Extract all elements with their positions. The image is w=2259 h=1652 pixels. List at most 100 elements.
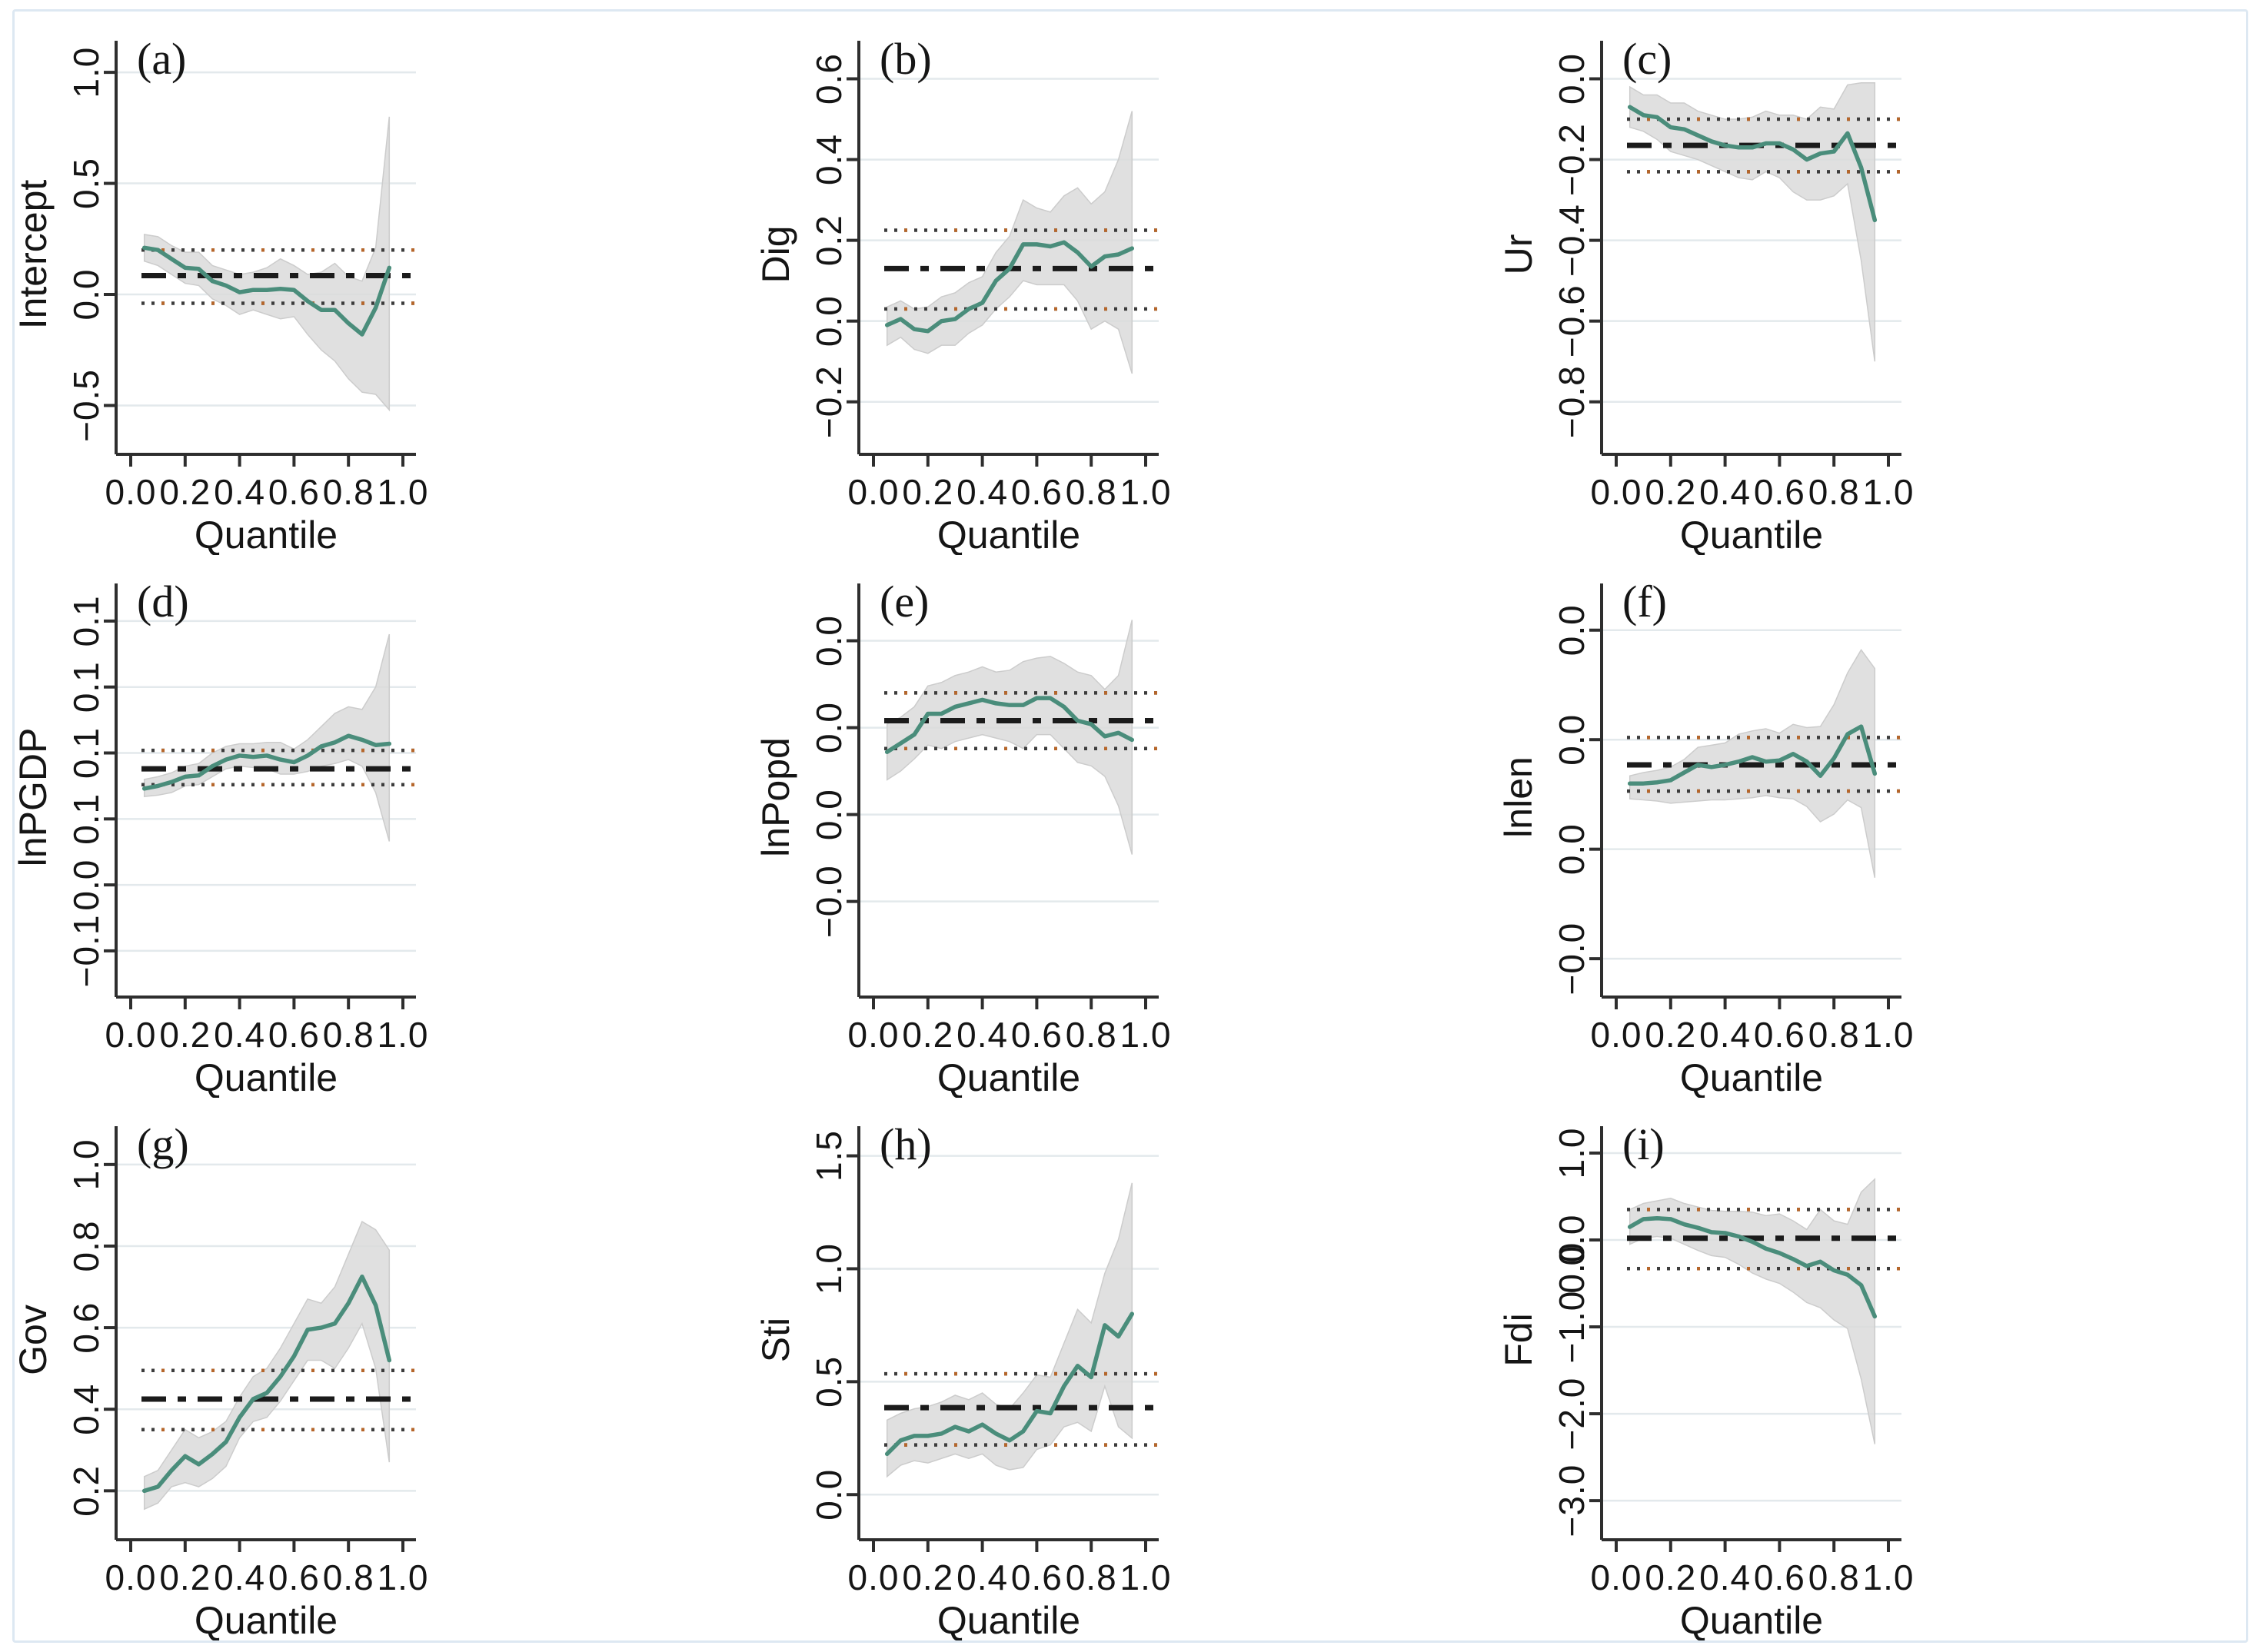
coefficient-plot-a: 1.00.50.0−0.50.0 0.2 0.4 0.6 0.8 1.0QuantileI… (12, 34, 429, 557)
x-tick-label: 0.6 (1754, 1557, 1805, 1597)
panel-letter-label: (h) (880, 1119, 932, 1169)
x-tick-label: 0.8 (1808, 472, 1860, 512)
x-tick-label: 0.6 (1754, 1015, 1805, 1055)
quantile-regression-figure: 1.0 0.5 0.0 −0.5 0.0 0.2 0.4 0.6 0.8 1.0 Quantile I… (12, 12, 2242, 1642)
x-tick-label: 0.6 (268, 1015, 320, 1055)
x-tick-label: 1.0 (378, 1557, 429, 1597)
x-tick-label: 0.2 (1645, 1015, 1696, 1055)
coefficient-plot-e: 0.00.00.0−0.00.0 0.2 0.4 0.6 0.8 1.0Quantilel… (754, 577, 1170, 1099)
y-tick-label: 1.5 (809, 1130, 849, 1182)
panel-sti: 1.5 1.0 0.5 0.0 0.0 0.2 0.4 0.6 0.8 1.0 Quantile St… (754, 1098, 1499, 1642)
y-tick-label: −0.2 (1552, 123, 1592, 196)
y-tick-label: 0.4 (809, 134, 849, 185)
coefficient-plot-f: 0.00.00.0−0.00.0 0.2 0.4 0.6 0.8 1.0Quantilel… (1497, 577, 1915, 1099)
y-tick-label: 0.0 (809, 702, 849, 753)
y-tick-label: −3.0 (1552, 1464, 1592, 1537)
x-tick-label: 0.2 (1645, 472, 1696, 512)
y-tick-label: −0.2 (809, 365, 849, 438)
panel-gov: 1.0 0.8 0.6 0.4 0.2 0.0 0.2 0.4 0.6 0.8 1.0 Quantil… (12, 1098, 757, 1642)
x-tick-label: 0.8 (323, 472, 374, 512)
y-tick-label: −2.0 (1552, 1378, 1592, 1451)
y-tick-label: 1.0 (66, 1138, 106, 1190)
y-axis-title: lnPGDP (14, 728, 55, 867)
confidence-band (886, 620, 1133, 855)
x-tick-label: 1.0 (1863, 1015, 1915, 1055)
y-tick-label: 0.0 (809, 615, 849, 666)
x-tick-label: 0.2 (902, 472, 953, 512)
y-tick-label: −0.6 (1552, 284, 1592, 357)
x-tick-label: 0.0 (1591, 1557, 1642, 1597)
x-tick-label: 0.8 (1808, 1015, 1860, 1055)
y-tick-label: 0.1 (66, 727, 106, 779)
x-tick-label: 0.4 (214, 1015, 265, 1055)
y-tick-label: 0.1 (66, 793, 106, 845)
y-tick-label: 0.8 (66, 1220, 106, 1271)
panel-ur: 0.0 −0.2 −0.4 −0.6 −0.8 0.0 0.2 0.4 0.6 0.8 1.0 Qua… (1497, 12, 2242, 557)
y-tick-label: 0.0 (809, 789, 849, 840)
y-tick-label: 0.0 (1552, 53, 1592, 105)
x-axis-title: Quantile (937, 1599, 1080, 1640)
quantile-coefficient-line (884, 1311, 1135, 1457)
y-tick-label: 0.6 (66, 1302, 106, 1354)
x-tick-label: 0.0 (1591, 472, 1642, 512)
confidence-band (1629, 82, 1876, 362)
x-tick-label: 0.2 (159, 1015, 211, 1055)
x-tick-label: 0.8 (1066, 1015, 1117, 1055)
x-tick-label: 0.2 (159, 472, 211, 512)
x-tick-label: 0.6 (1011, 472, 1063, 512)
y-tick-label: 0.4 (66, 1384, 106, 1435)
x-tick-label: 0.4 (956, 1557, 1008, 1597)
quantile-coefficient-line (1627, 724, 1878, 786)
x-tick-label: 0.0 (105, 472, 157, 512)
y-tick-label: −0.8 (1552, 365, 1592, 438)
y-tick-label: 1.0 (809, 1243, 849, 1295)
y-axis-title: lnPopd (757, 737, 797, 857)
quantile-coefficient-line (141, 1275, 392, 1494)
panel-letter-label: (f) (1622, 577, 1667, 627)
y-tick-label: 0.0 (1552, 1242, 1592, 1294)
x-tick-label: 0.6 (268, 472, 320, 512)
y-tick-label: 1.0 (66, 47, 106, 98)
confidence-band (886, 1182, 1133, 1478)
x-tick-label: 1.0 (1120, 472, 1172, 512)
x-tick-label: 0.2 (1645, 1557, 1696, 1597)
x-tick-label: 0.0 (1591, 1015, 1642, 1055)
x-tick-label: 0.2 (159, 1557, 211, 1597)
y-tick-label: −0.5 (66, 369, 106, 442)
x-tick-label: 0.8 (1066, 472, 1117, 512)
panel-letter-label: (a) (137, 34, 186, 84)
y-tick-label: 0.0 (66, 269, 106, 321)
x-tick-label: 0.8 (323, 1015, 374, 1055)
panel-lnpopd: 0.0 0.0 0.0 −0.0 0.0 0.2 0.4 0.6 0.8 1.0 Quantile l… (754, 555, 1499, 1099)
y-tick-label: 0.1 (66, 595, 106, 647)
y-tick-label: 0.0 (66, 859, 106, 911)
x-axis-title: Quantile (937, 514, 1080, 555)
coefficient-plot-d: 0.10.10.10.10.0−0.10.0 0.2 0.4 0.6 0.8 1.0Qua… (12, 577, 428, 1099)
coefficient-plot-i: 1.00.00.0−1.0−2.0−3.00.0 0.2 0.4 0.6 0.8 1.0Q… (1497, 1119, 1913, 1642)
quantile-coefficient-line (1627, 105, 1878, 223)
x-tick-label: 1.0 (1863, 472, 1915, 512)
x-tick-label: 0.6 (1011, 1557, 1063, 1597)
y-tick-label: −0.1 (66, 915, 106, 988)
confidence-band (886, 111, 1133, 374)
x-tick-label: 0.0 (105, 1015, 157, 1055)
x-tick-label: 0.0 (105, 1557, 157, 1597)
coefficient-plot-h: 1.51.00.50.00.0 0.2 0.4 0.6 0.8 1.0QuantileSt… (754, 1119, 1170, 1642)
x-tick-label: 0.4 (1699, 472, 1751, 512)
x-tick-label: 0.6 (268, 1557, 320, 1597)
y-axis-title: lnlen (1499, 756, 1540, 838)
x-tick-label: 1.0 (378, 472, 429, 512)
panel-letter-label: (i) (1622, 1119, 1665, 1169)
x-tick-label: 0.2 (902, 1015, 953, 1055)
x-tick-label: 0.4 (214, 1557, 265, 1597)
x-tick-label: 0.4 (956, 472, 1008, 512)
panel-dig: 0.6 0.4 0.2 0.0 −0.2 0.0 0.2 0.4 0.6 0.8 1.0 Quanti… (754, 12, 1499, 557)
x-axis-title: Quantile (195, 1599, 338, 1640)
x-axis-title: Quantile (937, 1056, 1080, 1098)
panel-intercept: 1.0 0.5 0.0 −0.5 0.0 0.2 0.4 0.6 0.8 1.0 Quantile I… (12, 12, 757, 557)
y-tick-label: −0.0 (1552, 922, 1592, 996)
x-tick-label: 0.0 (848, 472, 900, 512)
panel-lnlen: 0.0 0.0 0.0 −0.0 0.0 0.2 0.4 0.6 0.8 1.0 Quantile l… (1497, 555, 2242, 1099)
y-axis-title: Intercept (14, 180, 55, 330)
x-tick-label: 0.8 (1808, 1557, 1860, 1597)
